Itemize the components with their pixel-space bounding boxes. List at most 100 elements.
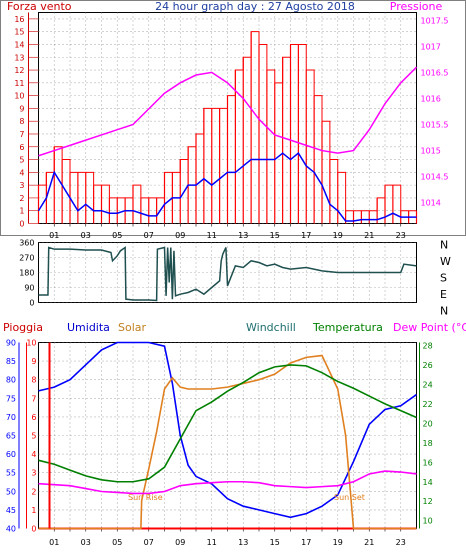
pressure-axis-title: Pressione — [390, 0, 443, 13]
compass-label: N — [440, 239, 448, 252]
dewpoint-axis-title: Dew Point (°C) — [393, 321, 466, 334]
compass-label: E — [440, 288, 447, 301]
wind-speed-line — [38, 31, 417, 212]
humidity-tick-label: 65 — [6, 432, 16, 441]
x-tick-label: 03 — [81, 538, 91, 547]
temperature-tick-label: 26 — [423, 361, 433, 370]
wind-tick-label: 4 — [19, 168, 24, 177]
x-tick-label: 11 — [207, 231, 217, 240]
wind-tick-label: 11 — [14, 79, 24, 88]
pressure-tick-label: 1017 — [421, 42, 441, 51]
wind-speed-axis-title: Forza vento — [7, 0, 72, 13]
x-tick-label: 11 — [207, 538, 217, 547]
direction-tick-label: 90 — [24, 284, 34, 293]
wind-tick-label: 0 — [19, 220, 24, 229]
x-tick-label: 23 — [396, 538, 406, 547]
temperature-tick-label: 12 — [423, 497, 433, 506]
x-tick-label: 13 — [238, 538, 248, 547]
rain-tick-label: 6 — [31, 413, 36, 422]
temperature-label: Temperatura — [312, 321, 383, 334]
wind-tick-label: 8 — [19, 117, 24, 126]
pressure-tick-label: 1016.5 — [421, 68, 449, 77]
wind-tick-label: 16 — [14, 15, 24, 24]
temperature-tick-label: 16 — [423, 458, 433, 467]
humidity-tick-label: 75 — [6, 394, 16, 403]
x-tick-label: 07 — [144, 538, 154, 547]
humidity-tick-label: 45 — [6, 506, 16, 515]
humidity-tick-label: 90 — [6, 339, 16, 348]
temperature-tick-label: 28 — [423, 341, 433, 350]
wind-series — [37, 31, 418, 224]
rain-tick-label: 1 — [31, 506, 36, 515]
wind-tick-label: 12 — [14, 66, 24, 75]
humidity-axis-title: Umidita — [67, 321, 110, 334]
pressure-tick-label: 1016 — [421, 94, 441, 103]
solar-label: Solar — [118, 321, 147, 334]
direction-series — [38, 246, 417, 302]
compass-label: S — [440, 272, 447, 285]
rain-tick-label: 9 — [31, 357, 36, 366]
x-tick-label: 15 — [270, 231, 280, 240]
rain-tick-label: 10 — [26, 339, 36, 348]
x-tick-label: 21 — [364, 231, 374, 240]
temperature-tick-label: 20 — [423, 419, 433, 428]
pressure-tick-label: 1015 — [421, 147, 441, 156]
wind-tick-label: 15 — [14, 28, 24, 37]
humidity-tick-label: 40 — [6, 525, 16, 534]
direction-tick-label: 0 — [29, 299, 34, 308]
dewpoint-line — [38, 470, 417, 495]
wind-average-line — [37, 152, 417, 222]
wind-tick-label: 3 — [19, 181, 24, 190]
wind-tick-label: 2 — [19, 194, 24, 203]
temperature-tick-label: 24 — [423, 380, 433, 389]
x-tick-label: 15 — [270, 538, 280, 547]
wind-tick-label: 1 — [19, 207, 24, 216]
x-tick-label: 03 — [81, 231, 91, 240]
direction-line — [38, 246, 417, 302]
humidity-tick-label: 60 — [6, 450, 16, 459]
pressure-line — [38, 66, 418, 157]
direction-tick-label: 360 — [19, 239, 34, 248]
humidity-tick-label: 55 — [6, 469, 16, 478]
humidity-tick-label: 50 — [6, 487, 16, 496]
wind-tick-label: 6 — [19, 143, 24, 152]
solar-line — [38, 354, 417, 530]
humidity-tick-label: 70 — [6, 413, 16, 422]
rain-tick-label: 3 — [31, 469, 36, 478]
rain-tick-label: 2 — [31, 487, 36, 496]
compass-label: W — [440, 255, 451, 268]
compass-label: N — [440, 305, 448, 318]
wind-tick-label: 10 — [14, 92, 24, 101]
sunset-annotation: Sun Set — [334, 493, 365, 502]
wind-axes: 01 03 05 07 09 11 13 15 17 19 21 230123456789101112… — [14, 12, 449, 240]
chart-title: 24 hour graph day : 27 Agosto 2018 — [155, 0, 355, 13]
x-tick-label: 05 — [112, 538, 122, 547]
humidity-tick-label: 85 — [6, 357, 16, 366]
x-tick-label: 19 — [333, 231, 343, 240]
sunrise-annotation: Sun Rise — [128, 493, 163, 502]
x-tick-label: 07 — [144, 231, 154, 240]
x-tick-label: 17 — [301, 538, 311, 547]
humidity-series — [38, 341, 417, 530]
x-tick-label: 13 — [238, 231, 248, 240]
direction-tick-label: 180 — [19, 269, 34, 278]
x-tick-label: 01 — [49, 231, 59, 240]
wind-tick-label: 14 — [14, 40, 24, 49]
pressure-tick-label: 1015.5 — [421, 121, 449, 130]
x-tick-label: 19 — [333, 538, 343, 547]
x-tick-label: 17 — [301, 231, 311, 240]
rain-tick-label: 8 — [31, 376, 36, 385]
x-tick-label: 21 — [364, 538, 374, 547]
windchill-label: Windchill — [246, 321, 296, 334]
x-tick-label: 23 — [396, 231, 406, 240]
rain-tick-label: 4 — [31, 450, 36, 459]
direction-tick-label: 270 — [19, 254, 34, 263]
x-tick-label: 09 — [175, 231, 185, 240]
humidity-tick-label: 80 — [6, 376, 16, 385]
pressure-tick-label: 1014 — [421, 199, 441, 208]
pressure-tick-label: 1017.5 — [421, 16, 449, 25]
pressure-tick-label: 1014.5 — [421, 173, 449, 182]
